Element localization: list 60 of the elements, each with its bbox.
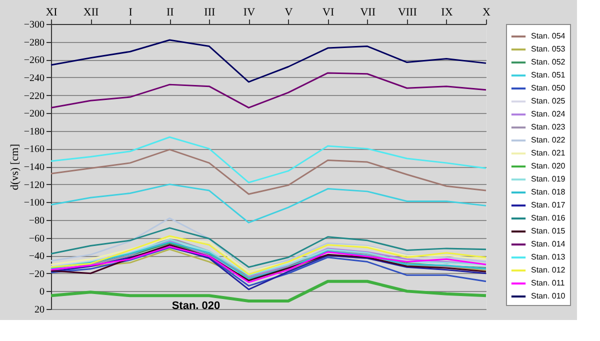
line-series [50,227,487,268]
legend-label: Stan. 021 [531,148,566,158]
legend-label: Stan. 022 [531,136,566,144]
legend-label: Stan. 013 [531,252,566,262]
legend-label: Stan. 016 [531,214,566,222]
x-tick-label: XI [46,6,58,18]
y-tick-label: −300 [24,20,44,30]
x-tick-label: V [284,6,293,18]
x-tick-label: IX [441,6,453,18]
legend-label: Stan. 012 [531,266,566,274]
legend-label: Stan. 051 [531,70,566,80]
y-tick-label: −80 [28,215,44,226]
line-series [50,39,487,83]
y-tick-label: −220 [24,90,44,102]
legend-label: Stan. 018 [531,188,566,196]
y-tick-label: −240 [24,72,44,84]
line-series [50,280,488,302]
y-tick-label: −200 [24,108,44,120]
line-series [50,136,487,184]
legend-label: Stan. 053 [531,44,566,54]
y-tick-label: −60 [28,233,44,244]
x-tick-label: VI [322,6,334,18]
legend-label: Stan. 050 [531,84,566,92]
legend-label: Stan. 014 [531,240,566,248]
y-tick-label: 20 [34,304,44,316]
line-series [50,72,487,108]
legend-label: Stan. 019 [531,174,566,184]
y-tick-label: −280 [24,37,44,48]
legend-label: Stan. 023 [531,122,566,132]
line-series [50,184,487,224]
y-axis-title: d(vs) [cm] [8,144,21,190]
x-tick-label: XII [83,6,100,18]
y-tick-label: −120 [24,180,44,191]
legend-label: Stan. 052 [531,58,566,66]
legend-label: Stan. 020 [531,162,566,170]
legend-label: Stan. 010 [531,292,566,300]
y-tick-label: −20 [28,268,44,280]
legend-label: Stan. 024 [531,110,566,118]
y-tick-label: −140 [24,162,44,173]
x-tick-label: II [166,6,174,18]
line-series [50,148,487,195]
y-tick-label: −40 [28,251,44,262]
y-tick-label: −180 [24,126,44,138]
legend-label: Stan. 017 [531,200,566,210]
x-tick-label: VII [360,6,376,18]
line-series [50,217,487,272]
x-tick-label: VIII [398,6,418,18]
legend-label: Stan. 054 [531,32,566,40]
legend-label: Stan. 025 [531,96,566,106]
annotation: Stan. 020 [172,300,220,312]
y-tick-label: −100 [24,198,44,209]
x-tick-label: IV [243,6,256,18]
y-tick-label: −160 [24,144,44,156]
legend-label: Stan. 015 [531,226,566,236]
y-tick-label: −260 [24,55,44,66]
x-tick-label: III [204,6,216,18]
x-tick-label: X [482,6,491,18]
legend-label: Stan. 011 [531,278,566,288]
y-tick-label: 0 [40,286,44,298]
x-tick-label: I [128,6,133,18]
